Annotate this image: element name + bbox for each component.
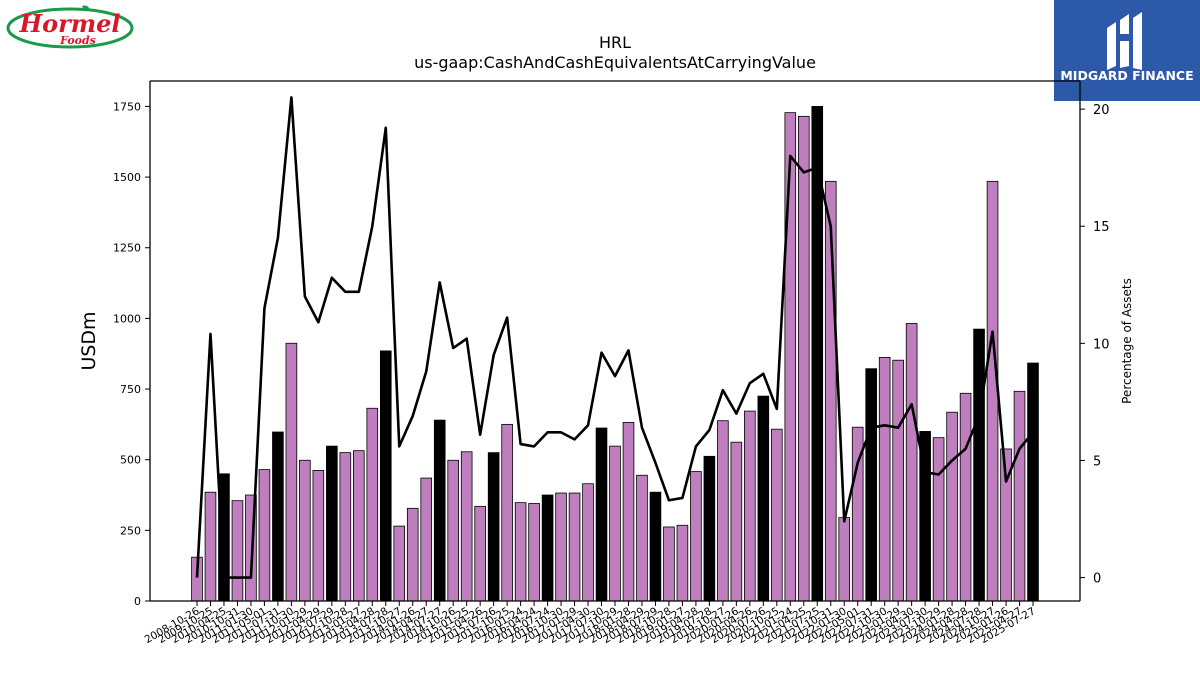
bar [541,494,554,602]
bar [744,410,756,602]
bar [595,427,608,602]
y-tick-label: 750 [120,383,141,396]
y2-tick-label: 5 [1093,454,1101,469]
bar [312,470,325,602]
y-tick-label: 1250 [113,242,141,255]
bar [703,455,716,602]
bar [676,524,689,602]
bar [1013,390,1026,602]
y-tick-label: 250 [120,524,141,537]
bar [555,492,567,602]
bar [905,323,918,602]
y2-tick-label: 10 [1093,337,1110,352]
bar [797,115,810,602]
midgard-logo-wordmark: MIDGARD FINANCE [1060,68,1193,83]
bar [487,452,500,602]
bar [353,450,365,602]
chart-subtitle: us-gaap:CashAndCashEquivalentsAtCarrying… [414,53,816,72]
bar [258,469,271,602]
y2-tick-label: 0 [1093,572,1101,587]
bar [582,483,594,602]
bar [959,392,972,602]
bar [406,507,419,602]
bar [1027,362,1039,602]
bar [932,437,945,602]
bar [433,419,446,602]
midgard-logo-mark-icon [1107,12,1142,70]
bar [568,492,581,602]
bar [339,452,352,602]
bar [838,517,851,602]
bar [771,428,783,602]
hormel-logo-subtext: Foods [59,34,96,47]
bar [514,502,527,602]
y2-tick-label: 15 [1093,220,1110,235]
bar [231,500,244,602]
bar [878,356,891,602]
bar [285,342,298,602]
bar [272,431,284,602]
y-tick-label: 1000 [113,312,141,325]
bar [379,350,392,602]
bar [366,407,379,602]
bar [501,423,513,602]
y-tick-label: 1500 [113,171,141,184]
bar [447,459,459,602]
bar [326,445,338,602]
hormel-logo: Hormel Foods [6,5,134,49]
bar [690,471,702,602]
bar [730,441,743,602]
midgard-finance-logo: MIDGARD FINANCE [1054,0,1200,101]
bar [460,451,473,602]
y-tick-label: 1750 [113,100,141,113]
y-tick-label: 500 [120,454,141,467]
bar [865,368,877,602]
bar [622,421,635,602]
hormel-logo-leaf-icon [82,5,90,11]
hormel-logo-wordmark: Hormel [18,9,120,38]
bar [528,503,540,602]
bar [946,411,958,602]
bar [717,420,729,602]
bar [757,395,770,602]
bar [784,112,797,602]
bar [973,328,985,602]
percentage-line [195,96,1035,579]
bar [986,180,999,602]
bar [474,505,486,602]
bar [663,526,675,602]
bar [892,359,904,602]
bar [393,525,406,602]
bar [636,474,648,602]
bar [204,491,217,602]
hormel-logo-ring [6,7,134,49]
bar [299,459,311,602]
bar [420,477,433,602]
y-axis-label: USDm [78,311,100,370]
y-tick-label: 0 [134,595,141,608]
bar [609,445,621,602]
chart-title: HRL [599,33,631,52]
bar [649,491,662,602]
y2-tick-label: 20 [1093,103,1110,118]
y2-axis-label: Percentage of Assets [1120,278,1134,404]
